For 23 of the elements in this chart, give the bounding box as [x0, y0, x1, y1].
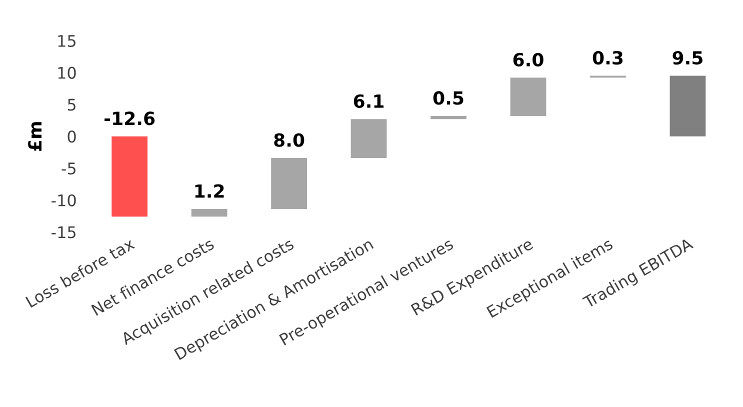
- data-label: 6.1: [354, 94, 384, 108]
- data-label: 0.3: [592, 50, 623, 65]
- y-tick-label: 10: [58, 66, 76, 79]
- y-tick-label: 15: [58, 35, 76, 47]
- bar: [430, 116, 466, 120]
- bar: [670, 76, 706, 136]
- data-label: 0.5: [433, 91, 464, 105]
- data-label: 8.0: [274, 133, 304, 147]
- bar: [350, 119, 387, 158]
- bar: [112, 136, 148, 217]
- y-tick-label: -10: [52, 194, 76, 206]
- bar: [510, 78, 546, 116]
- bar: [191, 209, 228, 217]
- data-label: -12.6: [104, 112, 155, 126]
- y-tick-label: -5: [62, 162, 76, 175]
- y-axis-title: £m: [28, 122, 42, 151]
- y-tick-label: -15: [52, 226, 76, 238]
- data-label: 6.0: [513, 52, 544, 67]
- data-label: 1.2: [195, 184, 224, 198]
- y-tick-label: 0: [68, 130, 76, 143]
- bar: [271, 158, 307, 210]
- data-label: 9.5: [672, 50, 702, 65]
- y-tick-label: 5: [68, 98, 76, 111]
